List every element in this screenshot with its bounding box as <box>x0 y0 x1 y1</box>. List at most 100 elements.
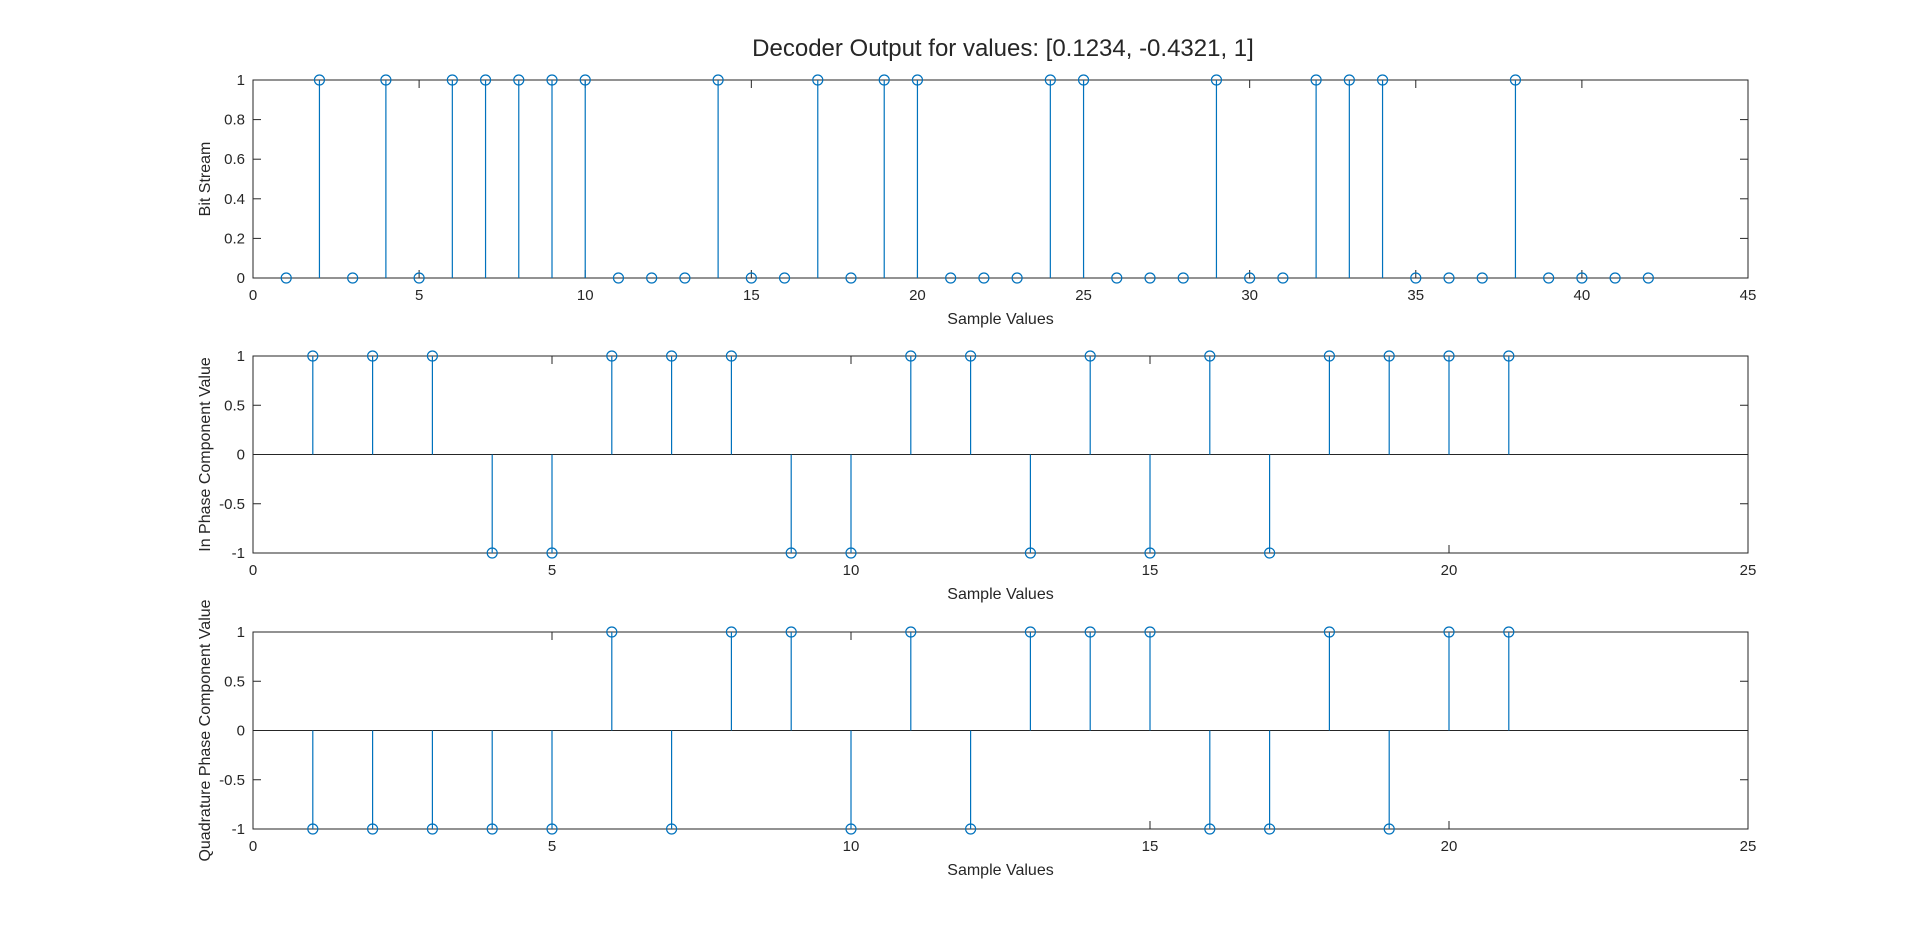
y-axis-label: In Phase Component Value <box>197 357 214 552</box>
stem-marker <box>945 272 957 284</box>
stem-marker <box>1503 350 1515 362</box>
stem-marker <box>367 350 379 362</box>
x-axis-label: Sample Values <box>947 862 1053 879</box>
stem-marker <box>1084 350 1096 362</box>
stem-marker <box>426 823 438 835</box>
stem-marker <box>1210 74 1223 86</box>
stem-marker <box>1244 272 1256 284</box>
x-tick-label: 20 <box>1441 838 1458 855</box>
stem-marker <box>1576 272 1588 284</box>
stem-marker <box>964 823 977 835</box>
stem-marker <box>1376 74 1389 86</box>
stem-marker <box>1509 74 1522 86</box>
stem-marker <box>1177 272 1189 284</box>
stem-marker <box>665 350 678 362</box>
y-tick-label: 1 <box>237 624 245 641</box>
y-tick-label: -0.5 <box>219 496 245 513</box>
stem-marker <box>513 74 525 86</box>
x-tick-label: 20 <box>909 287 926 304</box>
subplot-2: 0 5 10 15 20 25 -1 -0.5 0 0.5 1 Sample Values In Pha… <box>197 348 1756 603</box>
y-tick-label: 0.5 <box>224 397 245 414</box>
x-tick-label: 0 <box>249 838 257 855</box>
stem-marker <box>905 626 917 638</box>
axes-box <box>252 79 1749 279</box>
x-tick-label: 40 <box>1574 287 1591 304</box>
stem-marker <box>606 350 618 362</box>
stem-marker <box>426 350 438 362</box>
y-axis-label: Quadrature Phase Component Value <box>197 599 214 861</box>
y-tick-label: 1 <box>237 348 245 365</box>
stem-marker <box>1077 74 1090 86</box>
stem-marker <box>1204 823 1216 835</box>
stem-marker <box>964 350 977 362</box>
stem-marker <box>1310 74 1322 86</box>
stem-marker <box>1144 547 1156 559</box>
stem-marker <box>1084 626 1096 638</box>
x-tick-label: 20 <box>1441 562 1458 579</box>
stem-marker <box>1024 547 1037 559</box>
stem-marker <box>878 74 890 86</box>
stem-marker <box>1323 626 1336 638</box>
stem-marker <box>380 74 392 86</box>
x-axis-label: Sample Values <box>947 586 1053 603</box>
subplot-1: 0 5 10 15 20 25 30 35 40 45 0 0.2 0.4 0.6 0.8 1 Sample V… <box>197 72 1756 328</box>
x-tick-label: 45 <box>1740 287 1757 304</box>
stem-marker <box>679 272 691 284</box>
stem-marker <box>646 272 658 284</box>
stem-marker <box>1323 350 1336 362</box>
stem-marker <box>1476 272 1488 284</box>
stem-marker <box>1111 272 1123 284</box>
stem-marker <box>307 350 319 362</box>
stem-marker <box>911 74 924 86</box>
stem-marker <box>1443 272 1455 284</box>
stem-marker <box>1383 823 1395 835</box>
stem-marker <box>1024 626 1037 638</box>
stem-marker <box>1543 272 1555 284</box>
stem-marker <box>1277 272 1289 284</box>
stem-marker <box>1642 272 1654 284</box>
x-tick-label: 35 <box>1407 287 1424 304</box>
figure-title: Decoder Output for values: [0.1234, -0.4… <box>752 35 1254 62</box>
x-tick-label: 25 <box>1075 287 1092 304</box>
x-tick-label: 0 <box>249 287 257 304</box>
stem-marker <box>1443 350 1455 362</box>
stem-marker <box>1011 272 1023 284</box>
stem-marker <box>347 272 359 284</box>
y-tick-label: 0.6 <box>224 151 245 168</box>
stem-marker <box>579 74 591 86</box>
stem-marker <box>486 547 498 559</box>
stem-marker <box>845 823 857 835</box>
stem-marker <box>479 74 492 86</box>
x-tick-label: 15 <box>1142 562 1159 579</box>
stem-marker <box>612 272 625 284</box>
stem-marker <box>546 74 558 86</box>
stem-marker <box>845 272 857 284</box>
stem-marker <box>1503 626 1515 638</box>
stem-marker <box>785 626 797 638</box>
x-tick-label: 30 <box>1241 287 1258 304</box>
stem-marker <box>1343 74 1355 86</box>
stem-marker <box>1263 547 1276 559</box>
x-tick-label: 5 <box>415 287 423 304</box>
y-tick-label: 0 <box>237 270 245 287</box>
x-tick-label: 15 <box>743 287 760 304</box>
stem-marker <box>725 626 738 638</box>
stem-marker <box>745 272 757 284</box>
x-tick-label: 5 <box>548 838 556 855</box>
stem-marker <box>546 823 558 835</box>
stem-marker <box>307 823 319 835</box>
y-tick-label: 0 <box>237 723 245 740</box>
stem-marker <box>1263 823 1276 835</box>
x-tick-label: 15 <box>1142 838 1159 855</box>
y-tick-label: 0.5 <box>224 673 245 690</box>
stem-marker <box>486 823 498 835</box>
y-tick-label: 0.2 <box>224 230 245 247</box>
stem-marker <box>606 626 618 638</box>
stem-marker <box>1044 74 1056 86</box>
x-tick-label: 25 <box>1740 562 1757 579</box>
y-axis-label: Bit Stream <box>197 142 214 217</box>
stem-marker <box>778 272 791 284</box>
stem-marker <box>812 74 824 86</box>
y-tick-label: 0.8 <box>224 112 245 129</box>
